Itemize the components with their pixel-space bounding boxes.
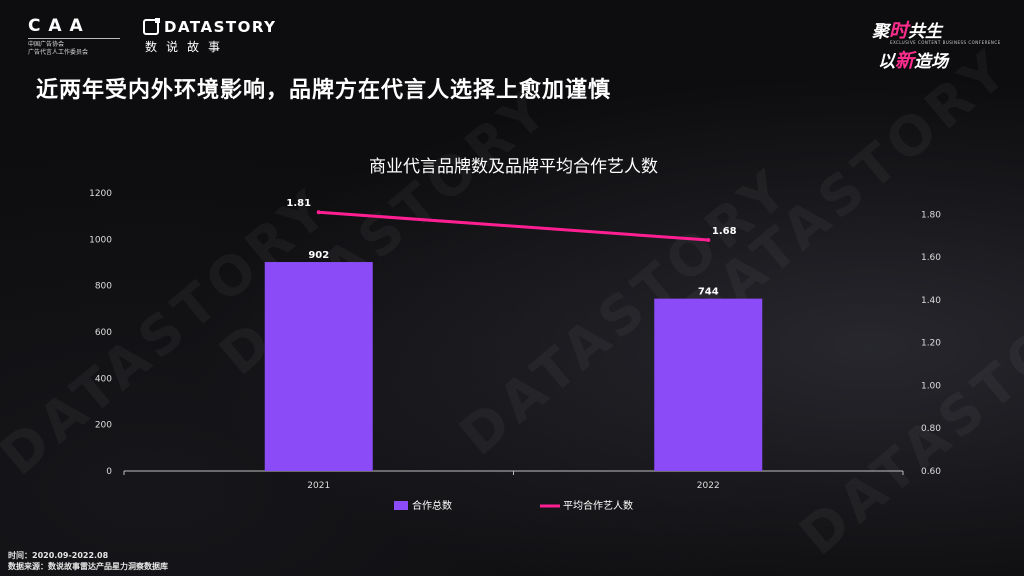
- footer-source: 数据来源：数说故事雷达产品星力洞察数据库: [8, 562, 168, 571]
- event-logo-char: 造场: [914, 52, 949, 72]
- datastory-logo-en: DATASTORY: [164, 18, 277, 36]
- chart-title: 商业代言品牌数及品牌平均合作艺人数: [369, 157, 658, 177]
- footer: 时间：2020.09-2022.08 数据来源：数说故事雷达产品星力洞察数据库: [8, 550, 168, 572]
- footer-period: 时间：2020.09-2022.08: [8, 551, 109, 560]
- bar-data-label: 902: [308, 250, 329, 261]
- y-left-tick-label: 600: [95, 328, 112, 338]
- y-right-tick-label: 1.00: [921, 381, 941, 391]
- legend-swatch-bar: [394, 501, 408, 510]
- event-logo-highlight: 时: [889, 20, 909, 42]
- caa-logo-subtitle-1: 中国广告协会: [28, 41, 65, 48]
- event-logo: 聚时共生 EXCLUSIVE CONTENT BUSINESS CONFEREN…: [872, 16, 1002, 72]
- datastory-badge-icon: [143, 18, 160, 35]
- y-right-tick-label: 1.20: [921, 339, 941, 349]
- bar: [264, 262, 373, 471]
- event-logo-line1: 聚时共生: [872, 16, 942, 43]
- caa-logo: C A A 中国广告协会 广告代言人工作委员会: [28, 16, 128, 57]
- page-title: 近两年受内外环境影响，品牌方在代言人选择上愈加谨慎: [36, 78, 612, 103]
- x-tick-label: 2021: [307, 481, 330, 491]
- y-left-tick-label: 0: [106, 467, 112, 477]
- line-data-label: 1.68: [712, 226, 737, 237]
- event-logo-tagline: EXCLUSIVE CONTENT BUSINESS CONFERENCE: [890, 40, 1001, 45]
- line-point: [706, 238, 711, 243]
- event-logo-line2: 以新造场: [878, 46, 948, 73]
- datastory-logo: DATASTORY 数说故事: [143, 18, 276, 55]
- legend-label-bar: 合作总数: [412, 499, 452, 512]
- caa-logo-divider: [28, 38, 120, 39]
- datastory-logo-cn: 数说故事: [145, 40, 230, 54]
- y-left-tick-label: 800: [95, 282, 112, 292]
- y-left-tick-label: 200: [95, 421, 112, 431]
- line-series-path: [317, 210, 710, 242]
- y-left-tick-label: 1000: [89, 235, 112, 245]
- legend-label-line: 平均合作艺人数: [563, 499, 633, 512]
- event-logo-char: 以: [878, 52, 895, 72]
- y-right-tick-label: 1.40: [921, 296, 941, 306]
- x-tick-label: 2022: [697, 481, 720, 491]
- y-left-tick-label: 1200: [89, 189, 112, 199]
- y-left-tick-label: 400: [95, 374, 112, 384]
- bar: [654, 298, 763, 471]
- y-right-tick-label: 1.60: [921, 253, 941, 263]
- caa-logo-mark: C A A: [28, 16, 84, 36]
- event-logo-highlight: 新: [895, 50, 915, 72]
- line-data-label: 1.81: [286, 198, 311, 209]
- event-logo-char: 聚: [872, 22, 889, 42]
- caa-logo-subtitle-2: 广告代言人工作委员会: [28, 49, 89, 56]
- line-point: [316, 210, 321, 215]
- bar-data-label: 744: [698, 287, 719, 298]
- y-right-tick-label: 0.60: [921, 467, 941, 477]
- y-right-tick-label: 0.80: [921, 424, 941, 434]
- y-right-tick-label: 1.80: [921, 210, 941, 220]
- event-logo-char: 共生: [908, 22, 943, 42]
